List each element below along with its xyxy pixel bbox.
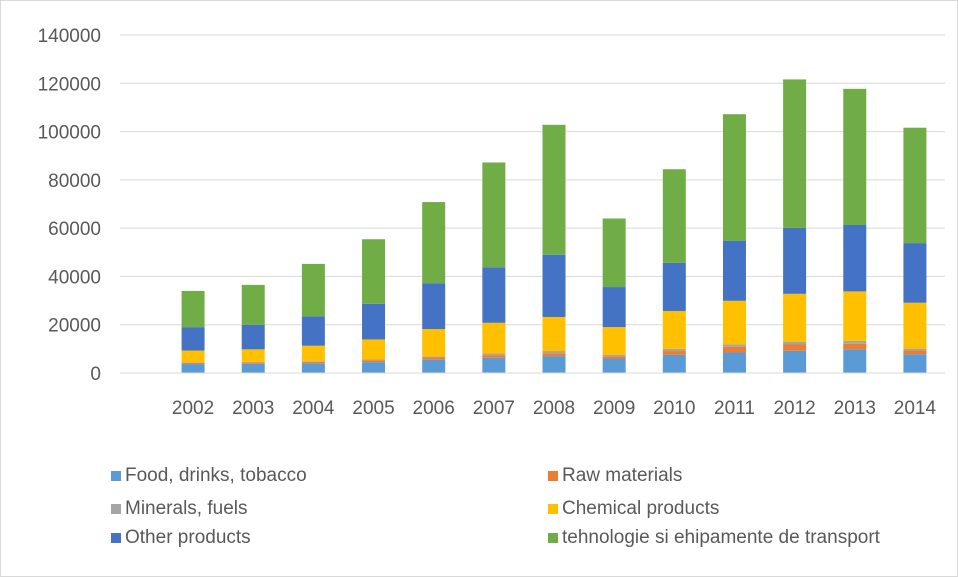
legend-label: tehnologie si ehipamente de transport (562, 527, 880, 549)
legend-swatch (548, 504, 558, 514)
legend-swatch (111, 533, 121, 543)
legend-label: Other products (125, 527, 251, 549)
legend-swatch (548, 471, 558, 481)
legend-swatch (548, 533, 558, 543)
legend-swatch (111, 471, 121, 481)
legend-label: Raw materials (562, 465, 682, 487)
legend-item: tehnologie si ehipamente de transport (548, 527, 880, 549)
legend-swatch (111, 504, 121, 514)
legend-item: Chemical products (548, 498, 719, 520)
legend-label: Chemical products (562, 498, 719, 520)
legend-label: Minerals, fuels (125, 498, 248, 520)
legend-item: Other products (111, 527, 251, 549)
legend-item: Food, drinks, tobacco (111, 465, 307, 487)
legend-item: Raw materials (548, 465, 682, 487)
legend-label: Food, drinks, tobacco (125, 465, 307, 487)
legend-item: Minerals, fuels (111, 498, 248, 520)
